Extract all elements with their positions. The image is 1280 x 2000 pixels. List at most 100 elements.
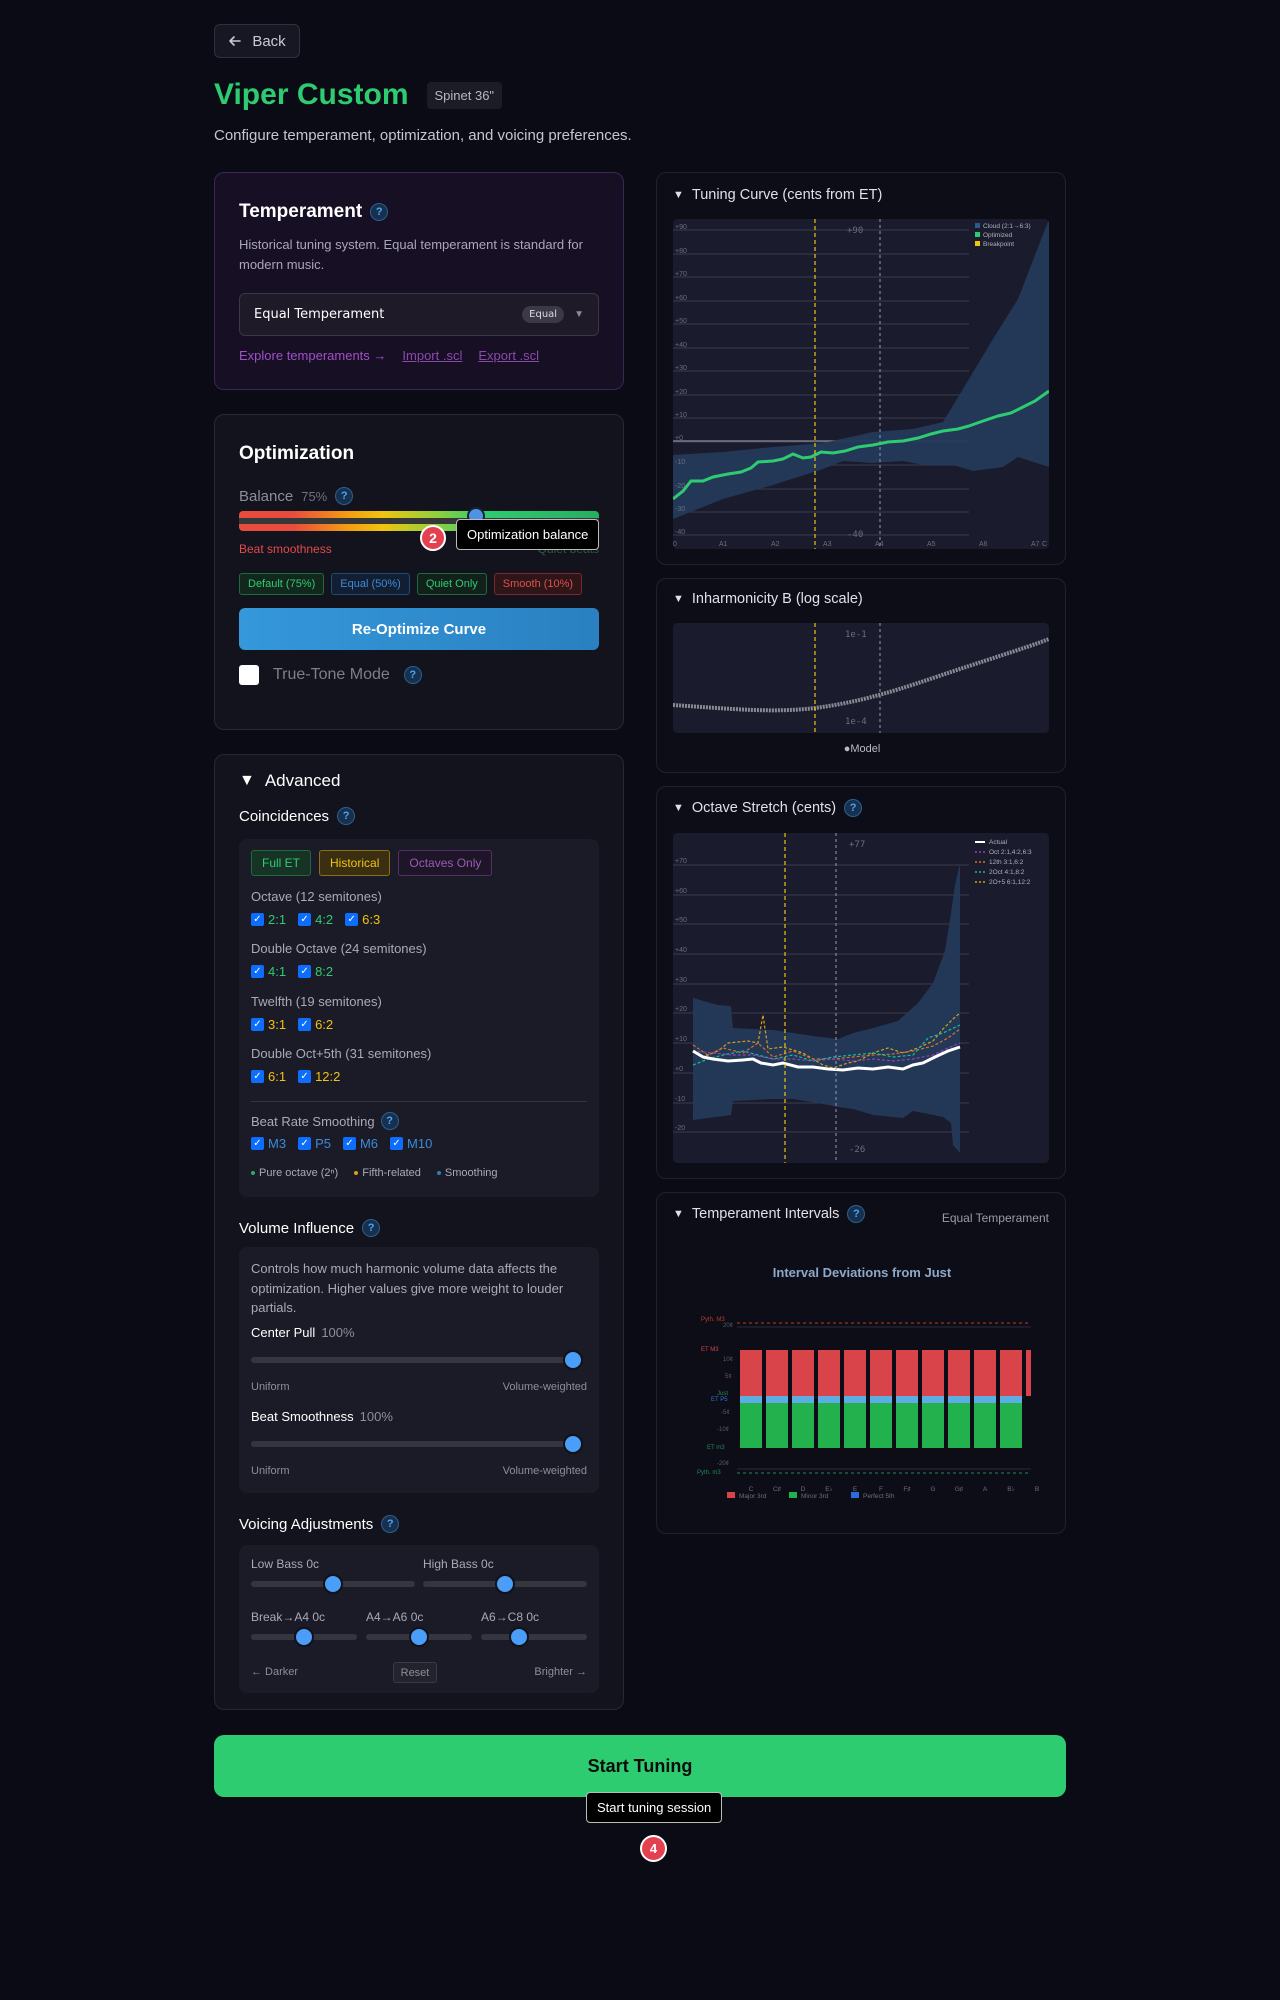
svg-text:+20: +20 [675,389,687,396]
preset-default-button[interactable]: Default (75%) [239,573,325,595]
svg-text:Perfect 5th: Perfect 5th [863,1493,895,1500]
svg-text:10¢: 10¢ [723,1357,733,1363]
inharmonicity-toggle[interactable]: ▼ Inharmonicity B (log scale) [673,591,863,607]
center-pull-slider[interactable] [251,1357,581,1363]
step-badge: 4 [640,1835,667,1862]
help-icon[interactable]: ? [403,666,422,684]
optimization-card: Optimization Balance 75% ? Beat smoothne… [214,414,624,730]
beat-smoothness-max-label: Volume-weighted [502,1465,587,1477]
tuning-curve-toggle[interactable]: ▼ Tuning Curve (cents from ET) [673,187,882,203]
a6-c8-thumb[interactable] [509,1627,529,1647]
preset-quiet-button[interactable]: Quiet Only [416,573,487,595]
temperament-intervals-toggle[interactable]: ▼ Temperament Intervals ? [673,1205,866,1223]
svg-text:2O+5 6:1,12:2: 2O+5 6:1,12:2 [989,879,1031,886]
step-badge: 2 [420,525,446,551]
inharmonicity-chart[interactable]: 1e-1 1e-4 [673,623,1049,733]
svg-text:A4: A4 [875,541,884,548]
svg-text:+30: +30 [675,977,687,984]
svg-text:+30: +30 [675,365,687,372]
a4-a6-thumb[interactable] [409,1627,429,1647]
preset-smooth-button[interactable]: Smooth (10%) [493,573,583,595]
checkbox-3-1[interactable]: ✓ 3:1 [251,1017,286,1032]
check-icon: ✓ [298,913,312,926]
reset-voicing-button[interactable]: Reset [393,1662,437,1683]
volume-influence-title: Volume Influence [239,1219,355,1237]
coincidence-presets: Full ET Historical Octaves Only [251,850,493,876]
checkbox-12-2[interactable]: ✓ 12:2 [298,1069,340,1084]
octave-stretch-chart[interactable]: +70 +60 +50 +40 +30 +20 +10 +0 -10 -20 +77 -26 Ac… [673,833,1049,1163]
svg-text:1e-4: 1e-4 [845,717,867,727]
svg-text:+10: +10 [675,1036,687,1043]
explore-temperaments-link[interactable]: Explore temperaments → [239,348,387,363]
check-icon: ✓ [251,1018,264,1031]
preset-equal-button[interactable]: Equal (50%) [331,573,410,595]
checkbox-4-2[interactable]: ✓ 4:2 [298,912,333,927]
preset-octaves-only-button[interactable]: Octaves Only [398,850,493,876]
help-icon[interactable]: ? [337,807,356,825]
center-pull-thumb[interactable] [563,1350,583,1370]
import-scl-link[interactable]: Import .scl [402,348,463,363]
reoptimize-button[interactable]: Re-Optimize Curve [239,608,599,650]
optimization-title: Optimization [239,443,355,464]
help-icon[interactable]: ? [844,799,863,817]
high-bass-thumb[interactable] [495,1574,515,1594]
advanced-toggle[interactable]: ▼ Advanced [239,771,340,791]
octave-stretch-plot: +70 +60 +50 +40 +30 +20 +10 +0 -10 -20 +77 -26 Ac… [673,833,1032,1163]
checkbox-6-1[interactable]: ✓ 6:1 [251,1069,286,1084]
check-icon: ✓ [251,1137,264,1150]
preset-historical-button[interactable]: Historical [319,850,391,876]
svg-text:B: B [1035,1486,1039,1493]
temperament-select[interactable]: Equal Temperament Equal ▼ [239,293,599,336]
checkbox-m6[interactable]: ✓ M6 [342,1136,378,1151]
checkbox-2-1[interactable]: ✓ 2:1 [251,912,286,927]
svg-text:A6: A6 [979,541,988,548]
octave-stretch-toggle[interactable]: ▼ Octave Stretch (cents) ? [673,799,863,817]
svg-text:1e-1: 1e-1 [845,630,867,640]
svg-text:-10: -10 [675,1096,685,1103]
legend-smoothing: Smoothing [436,1167,498,1179]
checkbox-m10[interactable]: ✓ M10 [390,1136,432,1151]
beat-rate-heading: Beat Rate Smoothing ? [251,1112,399,1130]
group-label-twelfth: Twelfth (19 semitones) [251,994,382,1009]
help-icon[interactable]: ? [847,1205,866,1223]
true-tone-checkbox[interactable] [239,665,259,685]
checkbox-m3[interactable]: ✓ M3 [251,1136,286,1151]
a6-c8-slider[interactable] [481,1634,587,1640]
tooltip: Optimization balance [456,519,600,550]
a4-a6-label: A4→A6 0c [366,1610,424,1624]
svg-text:F♯: F♯ [903,1486,910,1493]
svg-text:-5¢: -5¢ [721,1410,730,1416]
arrow-left-icon [229,36,242,46]
svg-text:A3: A3 [823,541,832,548]
center-pull-max-label: Volume-weighted [502,1381,587,1393]
help-icon[interactable]: ? [370,203,389,221]
beat-smoothness-slider[interactable] [251,1441,581,1447]
svg-text:0: 0 [673,541,677,548]
checkbox-6-3[interactable]: ✓ 6:3 [345,912,380,927]
checkbox-8-2[interactable]: ✓ 8:2 [298,964,333,979]
help-icon[interactable]: ? [380,1112,399,1130]
break-a4-thumb[interactable] [294,1627,314,1647]
checkbox-4-1[interactable]: ✓ 4:1 [251,964,286,979]
temperament-card: Temperament ? Historical tuning system. … [214,172,624,390]
tuning-curve-card: ▼ Tuning Curve (cents from ET) +90 +80 +70… [656,172,1066,565]
beat-smoothness-thumb[interactable] [563,1434,583,1454]
tuning-curve-chart[interactable]: +90 +80 +70 +60 +50 +40 +30 +20 +10 +0 -10 -20 -30 -4… [673,219,1049,549]
start-tuning-button[interactable]: Start Tuning [214,1735,1066,1797]
export-scl-link[interactable]: Export .scl [478,348,540,363]
model-legend: ●Model [843,743,881,755]
help-icon[interactable]: ? [381,1515,400,1533]
help-icon[interactable]: ? [362,1219,381,1237]
svg-text:+70: +70 [675,858,687,865]
preset-full-et-button[interactable]: Full ET [251,850,312,876]
coincidences-title: Coincidences [239,807,330,825]
back-button[interactable]: Back [214,24,300,58]
low-bass-thumb[interactable] [323,1574,343,1594]
help-icon[interactable]: ? [335,487,354,505]
svg-text:2Oct 4:1,8:2: 2Oct 4:1,8:2 [989,869,1025,876]
checkbox-6-2[interactable]: ✓ 6:2 [298,1017,333,1032]
svg-text:G: G [930,1486,935,1493]
svg-text:Minor 3rd: Minor 3rd [801,1493,829,1500]
svg-text:+50: +50 [675,318,687,325]
checkbox-p5[interactable]: ✓ P5 [298,1136,331,1151]
